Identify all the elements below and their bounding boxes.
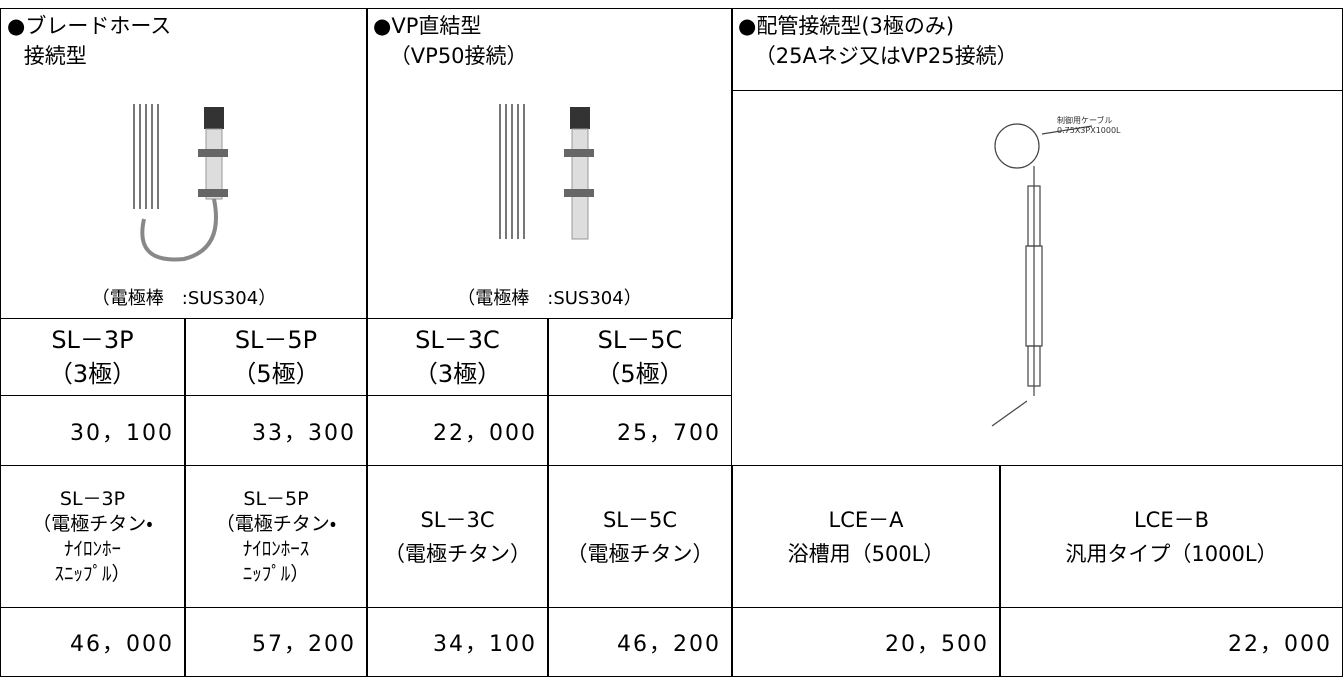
variant-line: LCE－A [828,507,904,532]
model: SL－3P （3極） [1,323,184,391]
price-cell: 57，200 [185,607,367,677]
label-line: 0.75X3PX1000L [1057,126,1121,135]
model: SL－5C （5極） [549,323,731,391]
caption: （電極棒 :SUS304） [457,288,642,309]
variant: LCE－B 汎用タイプ（1000L） [1001,503,1342,571]
variant-line: （電極チタン） [384,541,531,566]
label-line: 制御用ケーブル [1057,116,1113,125]
variant-cell: LCE－B 汎用タイプ（1000L） [1000,465,1343,608]
price: 33，300 [252,420,356,446]
group-cell: ●ブレードホース接続型 （電極棒 :SUS304） [0,8,368,319]
group-header: ●VP直結型 （VP50接続） [373,11,528,71]
variant: SL－5C （電極チタン） [549,503,731,571]
variant-cell: SL－5P （電極チタン・ ﾅｲﾛﾝﾎｰｽ ﾆｯﾌﾟﾙ） [185,465,367,608]
model: SL－5P （5極） [186,323,366,391]
variant-line: SL－5C [602,507,678,532]
model-poles: （3極） [413,360,502,388]
variant-line: SL－3P [59,487,126,510]
price-cell: 46，000 [0,607,185,677]
variant-line: ﾆｯﾌﾟﾙ） [242,562,310,585]
variant-line: ﾅｲﾛﾝﾎｰ [63,537,121,560]
price-cell: 30，100 [0,395,185,466]
model-cell: SL－3P （3極） [0,318,185,396]
variant: LCE－A 浴槽用（500L） [733,503,999,571]
group-header: ●配管接続型(3極のみ) （25Aネジ又はVP25接続） [738,11,1018,71]
price: 22，000 [1228,632,1332,657]
price-cell: 22，000 [1000,607,1343,677]
price-cell: 34，100 [367,607,548,677]
variant-line: 浴槽用（500L） [787,541,945,566]
drawing [991,123,1093,427]
model-name: SL－3P [51,326,134,354]
variant-line: SL－3C [420,507,495,532]
model-cell: SL－5P （5極） [185,318,367,396]
price-cell: 22，000 [367,395,548,466]
caption: （電極棒 :SUS304） [91,288,277,309]
model-poles: （5極） [596,360,684,388]
price-cell: 33，300 [185,395,367,466]
price: 46，200 [617,632,721,657]
model-poles: （5極） [232,360,320,388]
model-name: SL－5C [597,326,683,354]
drawing-label: 制御用ケーブル 0.75X3PX1000L [1057,116,1121,136]
variant-cell: LCE－A 浴槽用（500L） [732,465,1000,608]
group-header: ●ブレードホース接続型 [7,11,171,71]
header-line: （VP50接続） [389,44,528,68]
variant-cell: SL－3P （電極チタン・ ﾅｲﾛﾝﾎｰ ｽﾆｯﾌﾟﾙ） [0,465,185,608]
product-photo [498,104,594,240]
header-line: ●ブレードホース [7,14,172,38]
price: 20，500 [885,632,989,657]
model-name: SL－3C [415,326,500,354]
header-line: （25Aネジ又はVP25接続） [754,44,1018,68]
variant-line: （電極チタン・ [32,512,153,535]
model-poles: （3極） [48,360,137,388]
price: 46，000 [70,632,174,657]
model-cell: SL－3C （3極） [367,318,548,396]
group-cell: ●VP直結型 （VP50接続） （電極棒 :SUS304） [366,8,733,319]
variant-line: SL－5P [243,487,309,510]
product-photo [133,104,228,262]
price: 57，200 [252,632,356,657]
variant-line: （電極チタン・ [215,512,337,535]
header-line: ●配管接続型(3極のみ) [738,14,955,38]
price: 34，100 [433,632,537,657]
variant: SL－5P （電極チタン・ ﾅｲﾛﾝﾎｰｽ ﾆｯﾌﾟﾙ） [186,487,366,587]
price-cell: 20，500 [732,607,1000,677]
variant-line: 汎用タイプ（1000L） [1065,541,1278,566]
price: 30，100 [70,420,174,446]
price-cell: 25，700 [548,395,732,466]
price-cell: 46，200 [548,607,732,677]
model-name: SL－5P [234,326,318,354]
variant-line: （電極チタン） [566,541,714,566]
price: 22，000 [433,420,537,446]
variant-cell: SL－5C （電極チタン） [548,465,732,608]
price: 25，700 [617,420,721,446]
drawing-cell: 制御用ケーブル 0.75X3PX1000L [731,90,1343,466]
group-cell: ●配管接続型(3極のみ) （25Aネジ又はVP25接続） [731,8,1343,91]
variant: SL－3C （電極チタン） [368,503,547,571]
variant: SL－3P （電極チタン・ ﾅｲﾛﾝﾎｰ ｽﾆｯﾌﾟﾙ） [1,487,184,587]
header-line: ●VP直結型 [373,14,482,38]
header-line: 接続型 [23,44,87,68]
variant-line: LCE－B [1133,507,1210,532]
variant-cell: SL－3C （電極チタン） [367,465,548,608]
model: SL－3C （3極） [368,323,547,391]
model-cell: SL－5C （5極） [548,318,732,396]
variant-line: ﾅｲﾛﾝﾎｰｽ [242,537,310,560]
variant-line: ｽﾆｯﾌﾟﾙ） [54,562,131,585]
